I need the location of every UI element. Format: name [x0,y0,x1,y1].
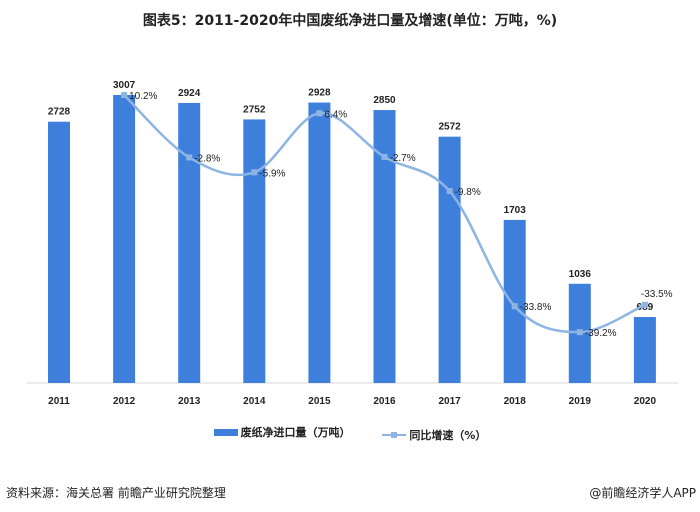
bar [633,317,656,383]
bar-value-label: 3007 [113,80,136,91]
legend-line-label: 同比增速（%） [409,428,487,442]
bar [503,219,526,383]
growth-marker [446,188,453,195]
legend-item-bar: 废纸净进口量（万吨） [213,424,351,440]
legend-bar-swatch [213,428,238,436]
legend-bar-label: 废纸净进口量（万吨） [240,426,351,439]
bar [178,102,201,383]
bar-value-label: 2728 [48,107,71,118]
growth-value-label: -2.8% [194,153,220,164]
bar [113,95,136,383]
x-tick-label: 2015 [308,396,331,407]
legend-item-line: 同比增速（%） [382,427,486,443]
growth-value-label: -33.5% [641,289,673,300]
bar [243,119,266,384]
x-tick-label: 2012 [113,396,136,407]
bar [308,102,331,383]
growth-marker [641,301,648,308]
chart-title: 图表5：2011-2020年中国废纸净进口量及增速(单位：万吨，%) [142,13,558,29]
bar-value-label: 2850 [373,95,396,106]
x-tick-label: 2018 [504,396,527,407]
bar-value-label: 1703 [504,205,527,216]
source-note: 资料来源：海关总署 前瞻产业研究院整理 [6,486,226,500]
x-tick-label: 2014 [243,396,266,407]
growth-marker [511,303,518,310]
growth-marker [121,92,128,99]
growth-value-label: -39.2% [585,328,617,339]
growth-marker [251,169,258,176]
legend-line-swatch [382,431,407,438]
x-tick-label: 2016 [373,396,396,407]
bar [48,121,70,383]
bar-value-label: 2752 [243,104,266,115]
growth-value-label: -5.9% [259,168,285,179]
bar-value-label: 1036 [569,269,592,280]
growth-marker [186,154,193,161]
growth-marker [316,110,323,117]
x-tick-label: 2020 [634,396,657,407]
growth-value-label: -2.7% [390,153,416,164]
bar-value-label: 2928 [308,88,331,99]
growth-value-label: -33.8% [520,302,552,313]
x-tick-label: 2013 [178,396,201,407]
bar [373,110,396,383]
brand-credit: @前瞻经济学人APP [589,486,696,500]
bar [438,136,461,383]
growth-value-label: 10.2% [129,91,157,102]
bar-value-label: 2924 [178,88,201,99]
x-tick-label: 2017 [438,396,461,407]
x-tick-label: 2019 [569,396,592,407]
growth-marker [381,153,388,160]
growth-marker [576,329,583,336]
legend: 废纸净进口量（万吨） 同比增速（%） [0,424,700,443]
bar-value-label: 2572 [438,122,461,133]
growth-value-label: 6.4% [324,109,347,120]
growth-value-label: -9.8% [455,187,481,198]
x-tick-label: 2011 [48,396,70,407]
